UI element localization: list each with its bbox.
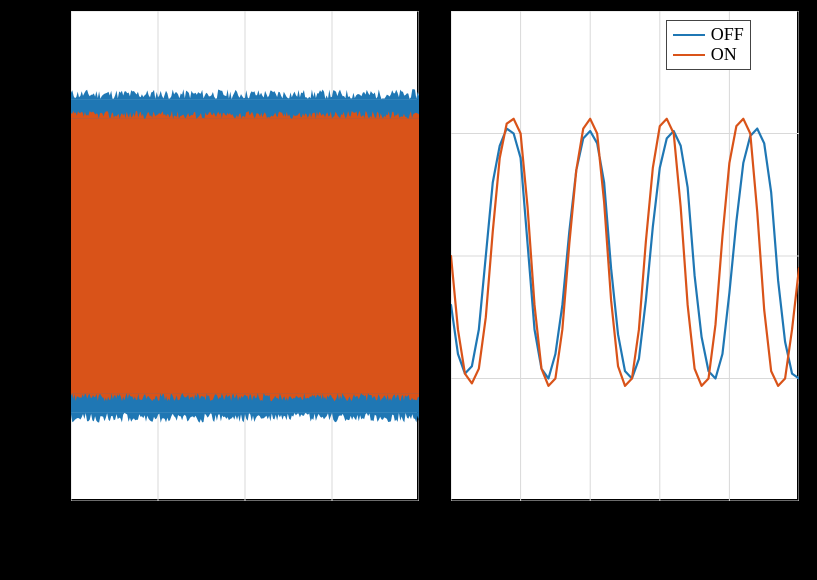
legend-item: ON [673, 45, 744, 65]
y-tick-label: 5 [55, 123, 64, 144]
y-tick-label: 0 [55, 245, 64, 266]
legend-label: OFF [711, 24, 744, 45]
figure: Output voltage (mV) -10-50510 0100200300… [0, 0, 817, 580]
x-tick-label: 1 [780, 504, 816, 525]
left-panel-a [70, 10, 418, 500]
subplot-label-a: (a) [70, 538, 418, 564]
x-tick-label: 0 [432, 504, 468, 525]
subplot-label-b: (b) [450, 538, 798, 564]
x-tick-label: 200 [226, 504, 262, 525]
legend-line-icon [673, 34, 705, 36]
legend-label: ON [711, 44, 737, 65]
x-tick-label: 0.4 [571, 504, 607, 525]
right-panel-b [450, 10, 798, 500]
legend-item: OFF [673, 25, 744, 45]
y-tick-label: -5 [49, 368, 64, 389]
x-tick-label: 0 [52, 504, 88, 525]
x-tick-label: 0.8 [710, 504, 746, 525]
x-tick-label: 0.2 [502, 504, 538, 525]
legend-line-icon [673, 54, 705, 56]
y-tick-label: 10 [46, 0, 64, 21]
x-tick-label: 300 [313, 504, 349, 525]
x-tick-label: 100 [139, 504, 175, 525]
y-axis-label: Output voltage (mV) [20, 185, 46, 370]
legend: OFFON [666, 20, 751, 70]
x-tick-label: 400 [400, 504, 436, 525]
x-tick-label: 0.6 [641, 504, 677, 525]
